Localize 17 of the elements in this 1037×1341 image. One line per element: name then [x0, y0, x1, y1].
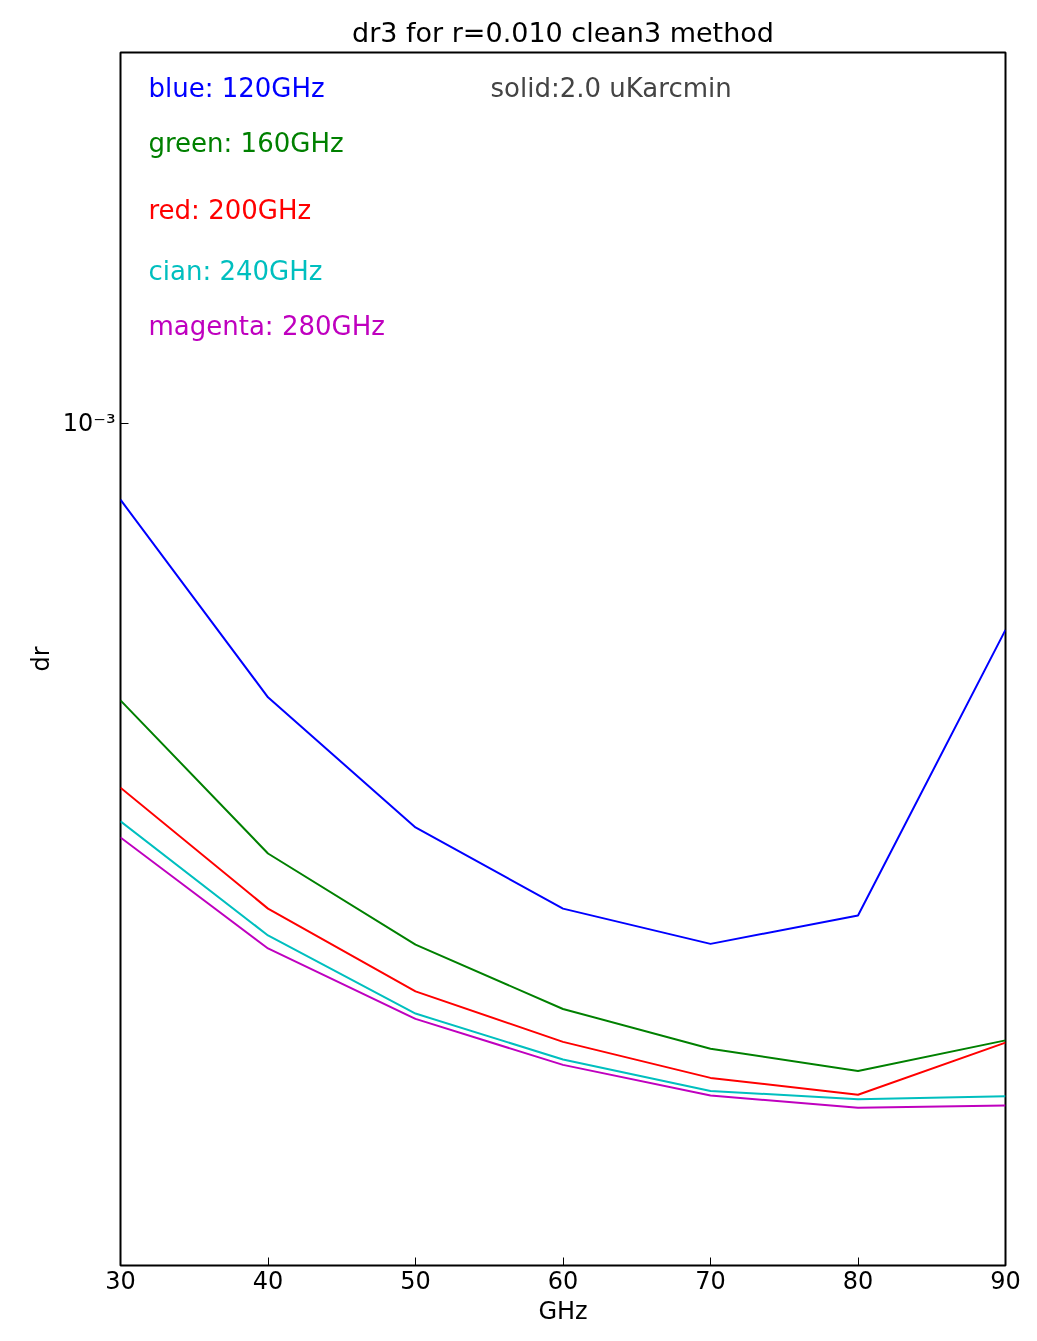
text: magenta: 280GHz	[148, 310, 385, 341]
text: green: 160GHz	[148, 127, 344, 158]
text: blue: 120GHz	[148, 72, 325, 103]
text: 10⁻³	[62, 409, 116, 438]
text: red: 200GHz	[148, 194, 312, 225]
x-tick-label: 70	[695, 1266, 726, 1295]
x-tick-label: 80	[842, 1266, 874, 1295]
text: cian: 240GHz	[148, 255, 323, 286]
chart-title: dr3 for r=0.010 clean3 method	[352, 16, 774, 48]
text: solid:2.0 uKarcmin	[490, 72, 732, 103]
x-axis-title: GHz	[538, 1296, 588, 1325]
x-tick-label: 50	[400, 1266, 431, 1295]
x-tick-label: 90	[990, 1266, 1021, 1295]
y-axis-title: dr	[26, 646, 55, 672]
x-tick-label: 40	[252, 1266, 284, 1295]
x-tick-label: 60	[547, 1266, 579, 1295]
x-tick-label: 30	[105, 1266, 136, 1295]
